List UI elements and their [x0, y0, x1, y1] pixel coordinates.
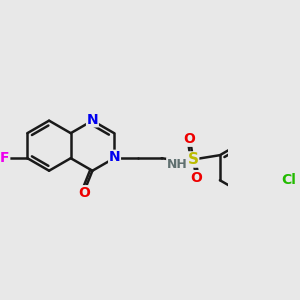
Text: N: N: [109, 150, 120, 164]
Text: O: O: [78, 186, 90, 200]
Text: F: F: [0, 151, 10, 165]
Text: N: N: [87, 113, 98, 127]
Text: Cl: Cl: [282, 173, 297, 187]
Text: O: O: [184, 132, 196, 146]
Text: S: S: [188, 152, 199, 167]
Text: O: O: [190, 171, 202, 184]
Text: NH: NH: [167, 158, 188, 171]
